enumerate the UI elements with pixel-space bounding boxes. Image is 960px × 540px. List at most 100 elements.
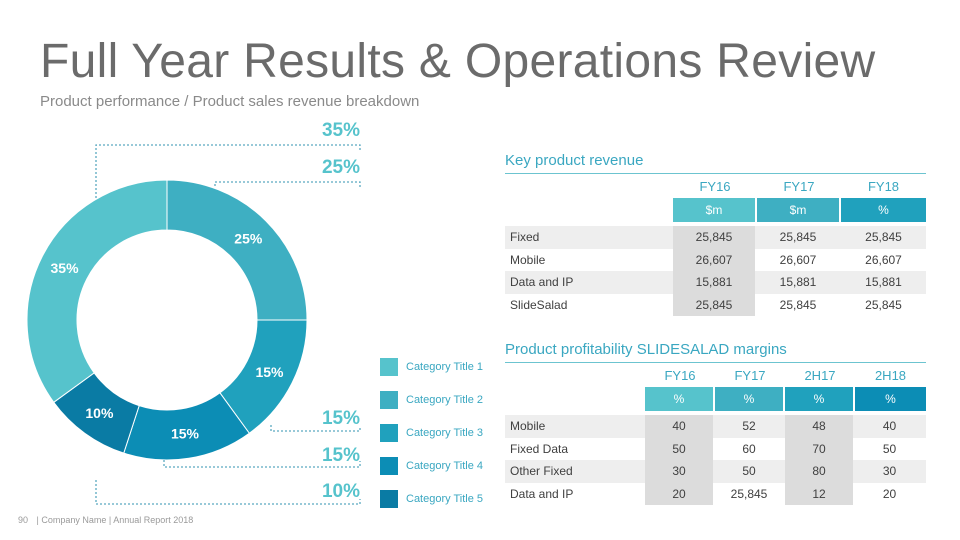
callout-value-2: 25% <box>321 157 360 178</box>
legend-swatch <box>380 456 398 475</box>
row-label: Fixed Data <box>510 441 569 456</box>
unit-cell: % <box>855 387 926 411</box>
unit-cell: % <box>841 198 926 222</box>
unit-row: % % % % <box>505 387 926 411</box>
table-cell: 70 <box>785 437 853 460</box>
table-cell: 20 <box>645 482 713 505</box>
table-cell: 25,845 <box>673 226 755 249</box>
table-row: Mobile 26,607 26,607 26,607 <box>505 248 926 271</box>
slice-label-3: 15% <box>255 364 284 380</box>
table-cell: 25,845 <box>779 230 817 245</box>
table-cell: 26,607 <box>779 252 817 267</box>
table-cell: 48 <box>785 415 853 438</box>
callout-value-4: 15% <box>321 445 360 466</box>
slice-label-4: 15% <box>171 426 200 442</box>
legend-label: Category Title 3 <box>406 426 484 439</box>
row-label: Data and IP <box>510 486 574 501</box>
legend-swatch <box>380 357 398 376</box>
unit-cell: $m <box>673 198 755 222</box>
table-row: Fixed Data 50 60 70 50 <box>505 437 926 460</box>
page-footer: 90 | Company Name | Annual Report 2018 <box>18 515 193 525</box>
table-row: SlideSalad 25,845 25,845 25,845 <box>505 293 926 316</box>
legend-swatch <box>380 489 398 508</box>
legend-item: Category Title 3 <box>380 416 483 449</box>
table-cell: 50 <box>742 464 756 479</box>
unit-cell: % <box>645 387 713 411</box>
product-profitability-table: Product profitability SLIDESALAD margins… <box>505 341 926 505</box>
table-row: Other Fixed 30 50 80 30 <box>505 460 926 483</box>
legend-item: Category Title 4 <box>380 449 483 482</box>
leader-line-4 <box>163 460 361 468</box>
legend-swatch <box>380 423 398 442</box>
column-header: FY16 <box>699 178 731 194</box>
row-label: Other Fixed <box>510 464 573 479</box>
leader-line-2 <box>214 181 361 187</box>
page-title: Full Year Results & Operations Review <box>40 35 876 88</box>
table-cell: 15,881 <box>865 275 902 290</box>
column-header: 2H18 <box>874 367 907 383</box>
row-label: Data and IP <box>510 275 574 290</box>
legend-item: Category Title 1 <box>380 350 483 383</box>
table-title: Key product revenue <box>505 152 926 174</box>
legend-swatch <box>380 390 398 409</box>
table-cell: 25,845 <box>865 297 902 312</box>
leader-line-5 <box>95 480 361 505</box>
slice-label-5: 10% <box>85 405 114 421</box>
legend-item: Category Title 5 <box>380 482 483 515</box>
slice-label-2: 25% <box>234 231 263 247</box>
page-number: 90 <box>18 515 29 525</box>
legend-label: Category Title 4 <box>406 459 484 472</box>
column-header: FY17 <box>734 367 766 383</box>
table-row: Data and IP 15,881 15,881 15,881 <box>505 271 926 294</box>
table-row: Mobile 40 52 48 40 <box>505 415 926 438</box>
chart-legend: Category Title 1 Category Title 2 Catego… <box>380 350 483 515</box>
key-product-revenue-table: Key product revenue FY16 FY17 FY18 $m $m… <box>505 152 926 316</box>
table-cell: 40 <box>645 415 713 438</box>
unit-cell: $m <box>757 198 839 222</box>
table-cell: 50 <box>645 437 713 460</box>
table-cell: 12 <box>785 482 853 505</box>
table-cell: 20 <box>882 486 897 501</box>
table-row: Data and IP 20 25,845 12 20 <box>505 482 926 505</box>
column-header: 2H17 <box>804 367 836 383</box>
row-label: Mobile <box>510 252 546 267</box>
table-cell: 80 <box>785 460 853 483</box>
column-header: FY18 <box>867 178 900 194</box>
donut-slice-2 <box>166 179 308 321</box>
column-header: FY16 <box>664 367 696 383</box>
unit-row: $m $m % <box>505 198 926 222</box>
legend-label: Category Title 5 <box>406 492 484 505</box>
callout-value-1: 35% <box>321 120 360 141</box>
page-subtitle: Product performance / Product sales reve… <box>40 93 420 110</box>
callout-value-5: 10% <box>321 481 360 502</box>
table-cell: 25,845 <box>865 230 902 245</box>
table-cell: 52 <box>742 419 756 434</box>
legend-label: Category Title 2 <box>406 393 484 406</box>
legend-item: Category Title 2 <box>380 383 483 416</box>
leader-line-1 <box>95 144 361 198</box>
table-cell: 26,607 <box>865 252 902 267</box>
table-title: Product profitability SLIDESALAD margins <box>505 341 926 363</box>
legend-label: Category Title 1 <box>406 360 484 373</box>
unit-cell: % <box>715 387 783 411</box>
table-cell: 25,845 <box>730 486 768 501</box>
table-cell: 25,845 <box>673 293 755 316</box>
table-header-row: FY16 FY17 FY18 <box>505 174 926 198</box>
table-cell: 40 <box>882 419 897 434</box>
row-label: SlideSalad <box>510 297 568 312</box>
footer-text: | Company Name | Annual Report 2018 <box>36 515 194 525</box>
table-cell: 15,881 <box>673 271 755 294</box>
callout-value-3: 15% <box>321 408 360 429</box>
table-cell: 60 <box>742 441 756 456</box>
row-label: Mobile <box>510 419 546 434</box>
table-header-row: FY16 FY17 2H17 2H18 <box>505 363 926 387</box>
table-cell: 25,845 <box>779 297 817 312</box>
unit-cell: % <box>785 387 853 411</box>
table-cell: 26,607 <box>673 248 755 271</box>
table-cell: 15,881 <box>779 275 817 290</box>
row-label: Fixed <box>510 230 540 245</box>
table-row: Fixed 25,845 25,845 25,845 <box>505 226 926 249</box>
table-cell: 30 <box>882 464 897 479</box>
slice-label-1: 35% <box>51 260 80 276</box>
donut-slice-1 <box>26 179 168 403</box>
